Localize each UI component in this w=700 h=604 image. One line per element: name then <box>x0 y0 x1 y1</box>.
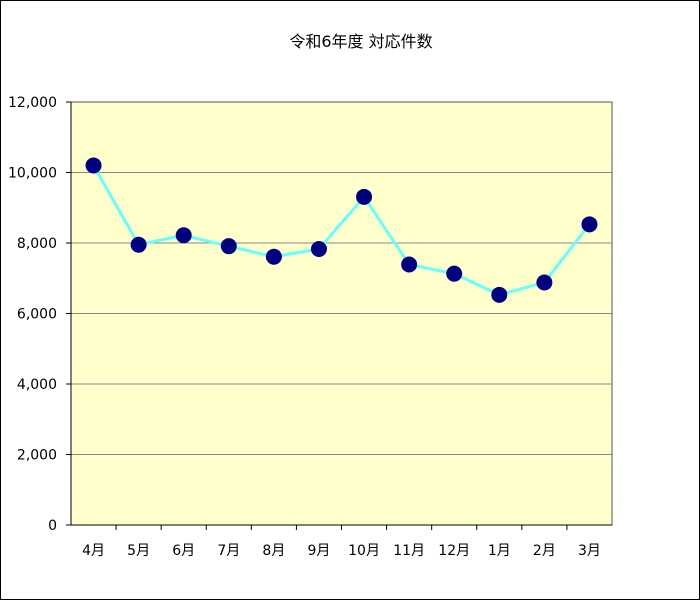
y-tick-label: 4,000 <box>17 377 57 393</box>
data-point <box>446 265 463 282</box>
y-tick-label: 2,000 <box>17 448 57 464</box>
y-tick-label: 12,000 <box>8 95 57 111</box>
x-tick-label: 4月 <box>82 543 105 559</box>
x-tick-label: 5月 <box>127 543 150 559</box>
x-tick-label: 11月 <box>393 543 425 559</box>
x-tick-label: 8月 <box>262 543 285 559</box>
y-tick-label: 0 <box>48 518 57 534</box>
data-point <box>401 256 418 273</box>
data-point <box>356 188 373 205</box>
series <box>85 157 598 303</box>
data-point <box>265 248 282 265</box>
data-point <box>220 238 237 255</box>
chart-title: 令和6年度 対応件数 <box>289 32 432 51</box>
data-point <box>310 240 327 257</box>
data-point <box>130 236 147 253</box>
y-axis-ticks: 0 2,000 4,000 6,000 8,000 10,000 12,000 <box>8 95 71 534</box>
x-axis-ticks: 4月 5月 6月 7月 8月 9月 10月 11月 12月 1月 2月 3月 <box>82 525 601 559</box>
data-point <box>536 274 553 291</box>
x-tick-label: 1月 <box>488 543 511 559</box>
x-tick-label: 10月 <box>348 543 380 559</box>
x-tick-label: 9月 <box>307 543 330 559</box>
x-tick-label: 6月 <box>172 543 195 559</box>
data-point <box>175 227 192 244</box>
y-tick-label: 6,000 <box>17 307 57 323</box>
x-tick-label: 7月 <box>217 543 240 559</box>
x-tick-label: 3月 <box>578 543 601 559</box>
gridlines <box>71 172 612 455</box>
data-point <box>85 157 102 174</box>
data-point <box>491 286 508 303</box>
y-tick-label: 8,000 <box>17 236 57 252</box>
x-tick-label: 12月 <box>438 543 470 559</box>
data-point <box>581 216 598 233</box>
x-tick-label: 2月 <box>533 543 556 559</box>
y-tick-label: 10,000 <box>8 166 57 182</box>
